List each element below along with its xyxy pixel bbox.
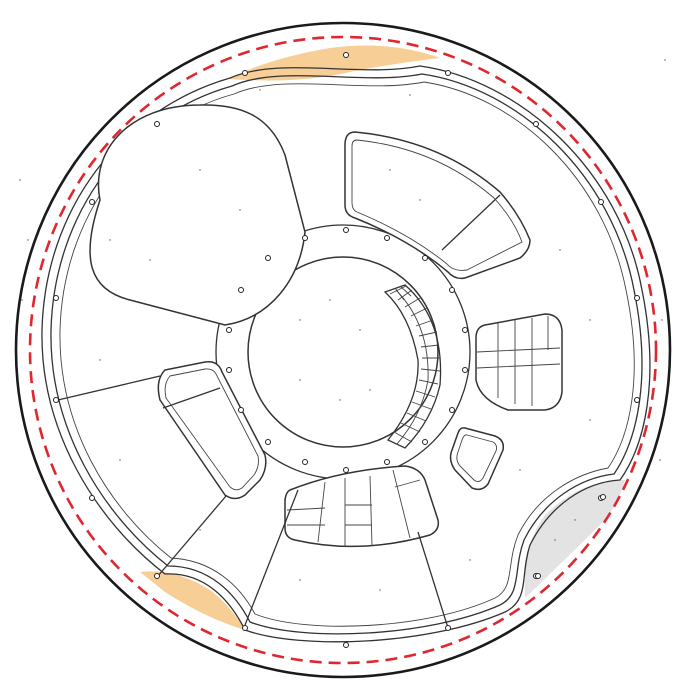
room-left-inner <box>164 368 259 491</box>
columns <box>53 52 640 648</box>
room-upper-right <box>344 131 531 280</box>
radial-line-west <box>57 375 161 401</box>
inner-wall-outer <box>41 65 651 643</box>
inner-wall-mid <box>50 73 643 635</box>
highlight-zone-right <box>524 480 625 598</box>
room-left <box>157 360 267 500</box>
radial-line-southwest <box>157 495 227 577</box>
room-upper-right-partition <box>441 194 501 251</box>
room-right-grid-lines <box>476 316 561 406</box>
core-ring-inner <box>247 256 439 448</box>
highlight-zone-top <box>228 45 440 81</box>
room-bottom <box>284 465 440 548</box>
room-right-small-inner <box>456 434 498 483</box>
outer-wall <box>14 21 672 679</box>
room-left-partition <box>162 387 221 409</box>
room-right-small <box>449 427 505 491</box>
inner-wall-inner <box>59 81 635 627</box>
room-upper-left <box>89 104 306 326</box>
room-right-grid <box>475 313 563 411</box>
room-bottom-grid <box>286 469 421 547</box>
speck-marks <box>19 59 666 591</box>
highlight-zone-bottom-left <box>140 571 245 630</box>
room-upper-right-inner <box>351 139 523 271</box>
boundary-line-dashed <box>28 35 658 665</box>
radial-line-south-1 <box>244 489 299 626</box>
radial-line-south-2 <box>417 531 449 629</box>
spiral-staircase <box>383 284 442 449</box>
